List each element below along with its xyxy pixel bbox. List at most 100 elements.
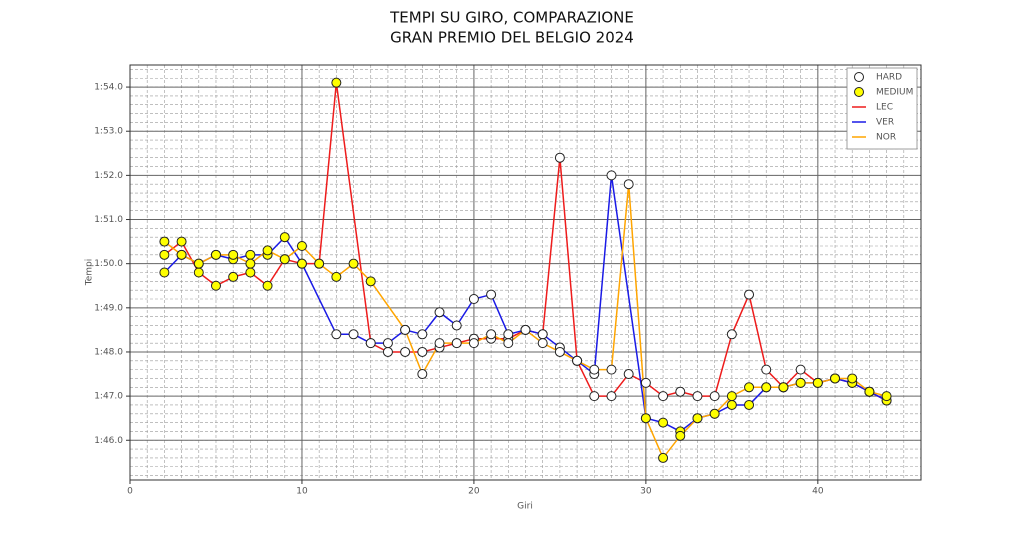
marker (658, 391, 669, 402)
y-axis-label: Tempi (85, 259, 95, 287)
marker (881, 391, 892, 402)
marker (675, 430, 686, 441)
y-tick-label: 1:52.0 (94, 171, 123, 181)
marker (434, 338, 445, 349)
marker (193, 258, 204, 269)
marker (159, 249, 170, 260)
plot (159, 77, 892, 463)
marker (228, 271, 239, 282)
marker (245, 267, 256, 278)
marker (331, 329, 342, 340)
marker (210, 280, 221, 291)
legend-label: NOR (876, 133, 896, 143)
legend-marker (854, 72, 864, 82)
marker (434, 307, 445, 318)
marker (486, 289, 497, 300)
marker (468, 293, 479, 304)
marker (709, 408, 720, 419)
x-tick-label: 10 (296, 487, 308, 497)
marker (761, 382, 772, 393)
marker (193, 267, 204, 278)
marker (451, 338, 462, 349)
legend: HARD MEDIUM LEC VER NOR (846, 67, 918, 150)
marker (468, 338, 479, 349)
marker (296, 241, 307, 252)
marker (812, 377, 823, 388)
marker (864, 386, 875, 397)
marker (486, 329, 497, 340)
marker (400, 324, 411, 335)
marker (640, 413, 651, 424)
x-axis-label: Giri (517, 502, 533, 512)
marker (400, 346, 411, 357)
y-tick-label: 1:54.0 (94, 83, 123, 93)
marker (348, 258, 359, 269)
x-tick-label: 20 (468, 487, 480, 497)
marker (658, 452, 669, 463)
marker (554, 152, 565, 163)
marker (589, 391, 600, 402)
marker (279, 254, 290, 265)
marker (537, 329, 548, 340)
marker (589, 364, 600, 375)
marker (606, 364, 617, 375)
marker (382, 338, 393, 349)
marker (744, 289, 755, 300)
legend-label: MEDIUM (876, 88, 913, 98)
marker (744, 382, 755, 393)
marker (623, 179, 634, 190)
marker (331, 77, 342, 88)
marker (520, 324, 531, 335)
x-tick-label: 40 (812, 487, 824, 497)
y-tick-label: 1:50.0 (94, 259, 123, 269)
marker (296, 258, 307, 269)
marker (709, 391, 720, 402)
marker (159, 267, 170, 278)
marker (606, 391, 617, 402)
marker (382, 346, 393, 357)
marker (658, 417, 669, 428)
marker (417, 346, 428, 357)
marker (503, 329, 514, 340)
marker (692, 391, 703, 402)
marker (692, 413, 703, 424)
marker (795, 364, 806, 375)
marker (451, 320, 462, 331)
marker (640, 377, 651, 388)
marker (726, 399, 737, 410)
x-tick-label: 30 (640, 487, 652, 497)
marker (417, 369, 428, 380)
marker (176, 249, 187, 260)
marker (365, 276, 376, 287)
legend-marker (854, 87, 864, 97)
marker (537, 338, 548, 349)
legend-label: VER (876, 118, 894, 128)
marker (262, 245, 273, 256)
marker (726, 329, 737, 340)
plot-frame (129, 64, 922, 481)
y-tick-label: 1:48.0 (94, 347, 123, 357)
y-tick-label: 1:49.0 (94, 303, 123, 313)
legend-label: HARD (876, 73, 902, 83)
marker (795, 377, 806, 388)
marker (623, 369, 634, 380)
marker (675, 386, 686, 397)
chart-subtitle: GRAN PREMIO DEL BELGIO 2024 (390, 29, 634, 47)
marker (606, 170, 617, 181)
y-tick-label: 1:47.0 (94, 392, 123, 402)
chart-title: TEMPI SU GIRO, COMPARAZIONE (389, 9, 634, 27)
marker (159, 236, 170, 247)
marker (554, 346, 565, 357)
marker (176, 236, 187, 247)
marker (365, 338, 376, 349)
legend-label: LEC (876, 103, 893, 113)
y-tick-label: 1:51.0 (94, 215, 123, 225)
marker (348, 329, 359, 340)
marker (761, 364, 772, 375)
x-tick-label: 0 (127, 487, 133, 497)
marker (778, 382, 789, 393)
y-tick-label: 1:46.0 (94, 436, 123, 446)
marker (503, 338, 514, 349)
marker (830, 373, 841, 384)
